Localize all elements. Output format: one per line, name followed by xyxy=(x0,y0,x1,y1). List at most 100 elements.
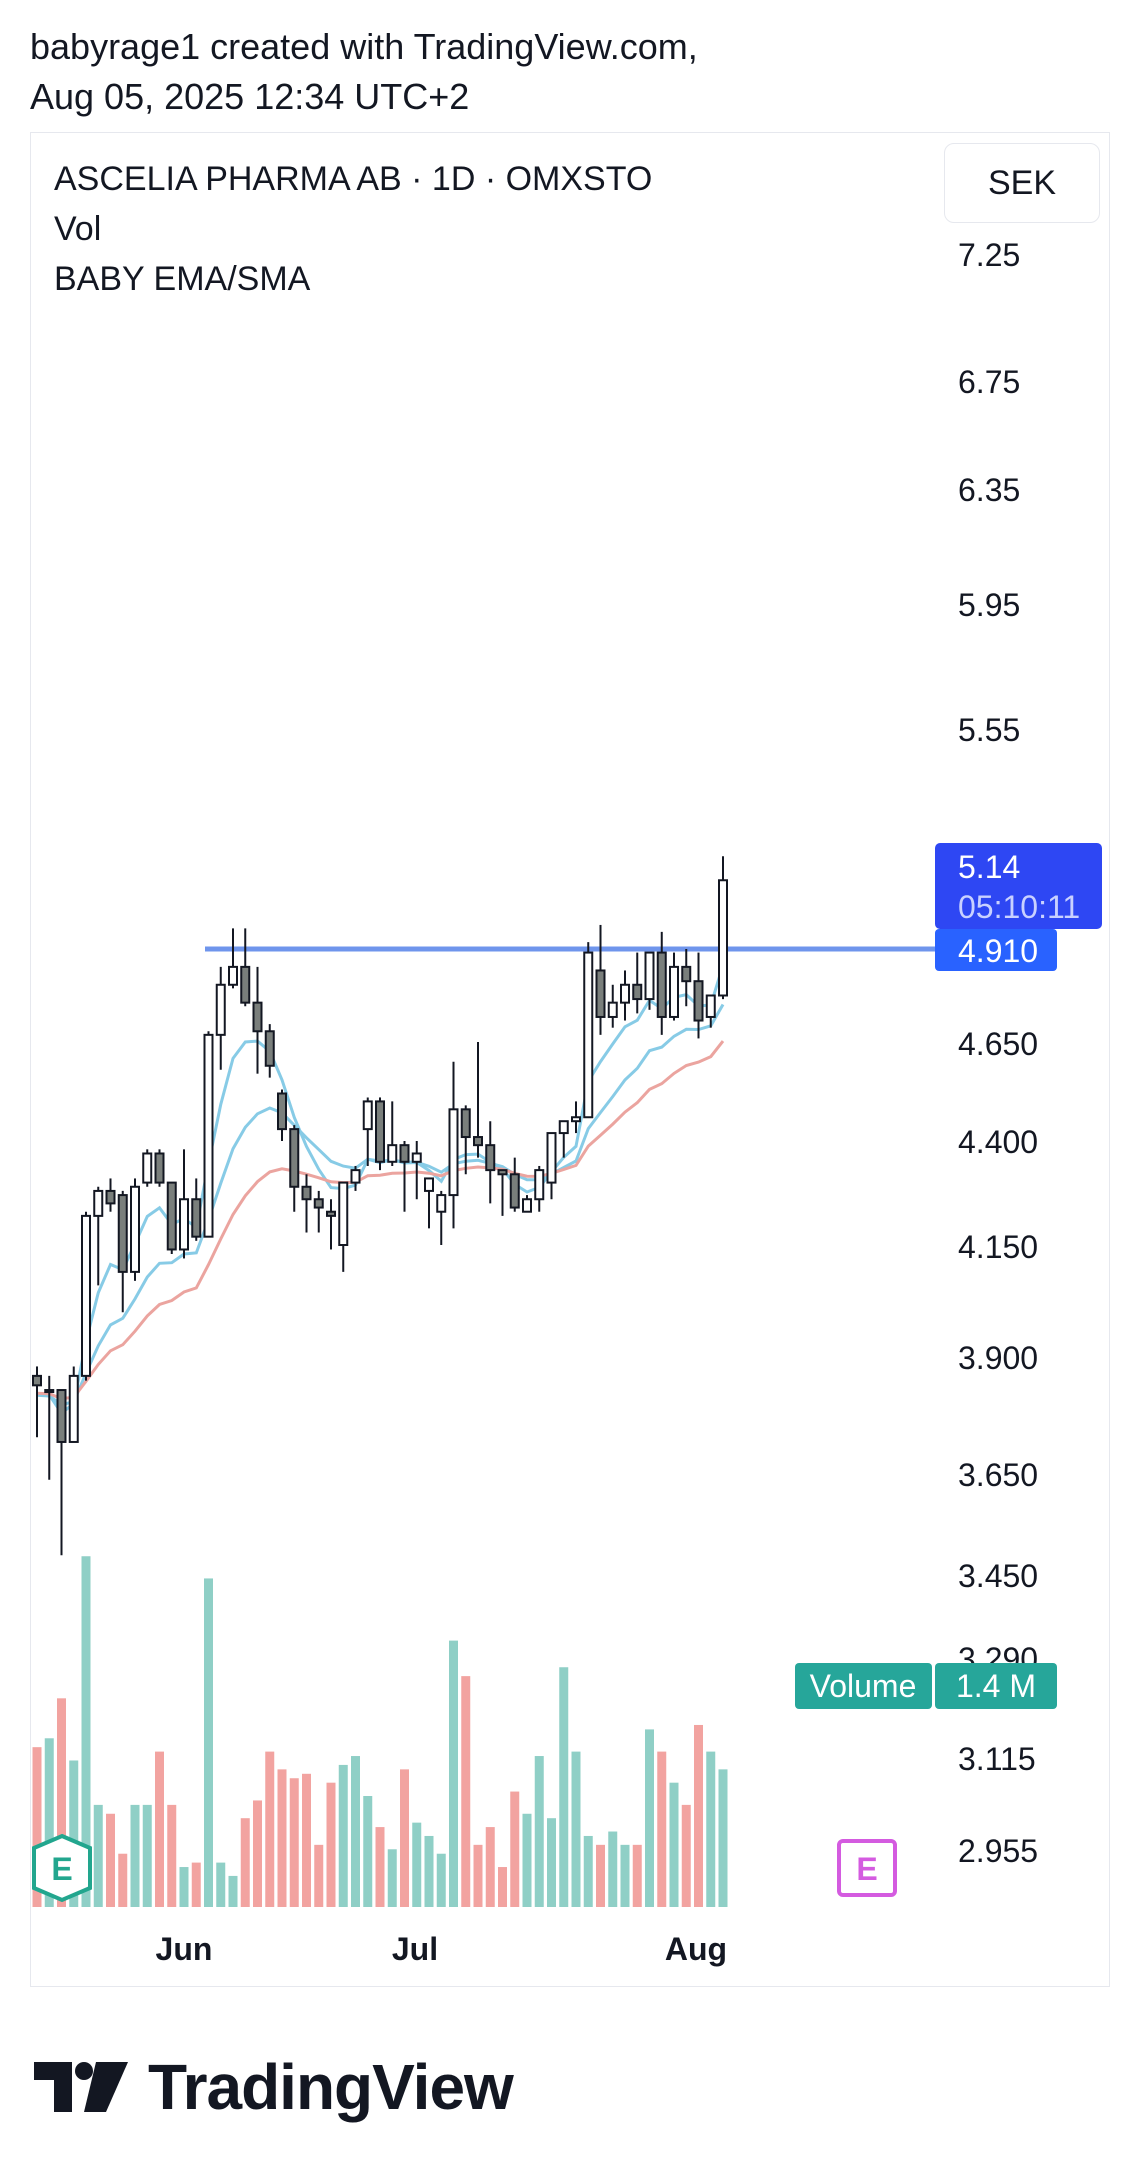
level-price-tag[interactable]: 4.910 xyxy=(935,929,1057,971)
last-price-value: 5.14 xyxy=(958,849,1020,885)
candle-body xyxy=(240,965,251,1004)
chart-panel[interactable] xyxy=(30,132,1110,1987)
tradingview-wordmark: TradingView xyxy=(148,2051,514,2123)
candle-body xyxy=(142,1152,153,1184)
candle-body xyxy=(32,1374,42,1387)
tradingview-logo[interactable]: TradingView xyxy=(34,2050,514,2124)
candle-body xyxy=(350,1169,361,1184)
candle-body xyxy=(252,1001,263,1033)
volume-indicator-label[interactable]: Vol xyxy=(54,210,102,248)
level-price-tag-bg xyxy=(935,929,1057,971)
volume-bar xyxy=(326,1782,336,1907)
volume-bar xyxy=(498,1867,507,1907)
y-tick-label: 4.650 xyxy=(958,1026,1038,1062)
chart-legend: ASCELIA PHARMA AB · 1D · OMXSTO Vol BABY… xyxy=(54,154,652,304)
earnings-hex xyxy=(32,1833,92,1903)
y-tick-label: 2.955 xyxy=(958,1833,1038,1869)
volume-bar xyxy=(289,1778,299,1907)
volume-bar xyxy=(657,1751,667,1907)
last-price-tag-bg xyxy=(935,843,1102,929)
volume-bar xyxy=(412,1822,422,1907)
volume-bar xyxy=(81,1556,91,1907)
volume-bar xyxy=(571,1751,581,1907)
volume-value: 1.4 M xyxy=(956,1668,1036,1704)
candle-body xyxy=(130,1185,140,1273)
candle-body xyxy=(656,951,667,1018)
candle-body xyxy=(411,1152,422,1163)
candle-body xyxy=(718,879,728,997)
candle-body xyxy=(301,1185,312,1201)
candle-body xyxy=(436,1194,447,1213)
candle-body xyxy=(558,1120,569,1135)
volume-bar xyxy=(706,1751,716,1907)
volume-bar xyxy=(191,1862,201,1907)
y-tick-label: 3.900 xyxy=(958,1340,1038,1376)
candle-body xyxy=(362,1100,373,1131)
volume-bar xyxy=(179,1867,189,1907)
candle-body xyxy=(105,1189,116,1205)
volume-bar xyxy=(424,1835,434,1907)
volume-bar xyxy=(436,1853,446,1907)
candle-body xyxy=(460,1108,471,1139)
candle-body xyxy=(595,969,606,1018)
y-tick-label: 5.55 xyxy=(958,712,1020,748)
candle-body xyxy=(705,994,716,1018)
volume-bar xyxy=(253,1800,262,1907)
upcoming-earnings-icon[interactable]: E xyxy=(837,1839,897,1897)
x-tick-label: Jul xyxy=(392,1931,438,1967)
candle-body xyxy=(44,1389,55,1394)
volume-bar xyxy=(204,1578,213,1907)
candle-body xyxy=(375,1100,385,1163)
y-tick-label: 3.650 xyxy=(958,1457,1038,1493)
y-tick-label: 4.400 xyxy=(958,1124,1038,1160)
candle-body xyxy=(228,965,238,986)
candle-body xyxy=(338,1181,349,1246)
candle-body xyxy=(81,1214,91,1377)
volume-bar xyxy=(559,1667,569,1907)
currency-button[interactable]: SEK xyxy=(944,143,1100,223)
candle-body xyxy=(387,1144,398,1163)
author-line: babyrage1 created with TradingView.com, xyxy=(30,26,698,67)
candle-body xyxy=(264,1030,275,1067)
candle-body xyxy=(203,1033,214,1238)
upcoming-earnings-letter: E xyxy=(856,1851,877,1887)
candle-body xyxy=(117,1194,128,1273)
volume-bar xyxy=(510,1791,520,1907)
candle-body xyxy=(289,1128,300,1188)
level-price-value: 4.910 xyxy=(958,933,1038,969)
last-price-tag[interactable]: 5.14 05:10:11 xyxy=(935,843,1102,929)
candle-body xyxy=(473,1136,483,1147)
candle-body xyxy=(571,1116,581,1123)
volume-bar xyxy=(375,1827,385,1907)
volume-bars xyxy=(32,1556,728,1907)
volume-bar xyxy=(314,1844,324,1907)
candle-body xyxy=(644,951,655,1001)
volume-value-bg xyxy=(935,1663,1057,1709)
volume-bar xyxy=(363,1796,373,1907)
candle-body xyxy=(424,1177,434,1192)
volume-bar xyxy=(118,1853,128,1907)
volume-bar xyxy=(669,1782,679,1907)
candle-body xyxy=(56,1389,67,1443)
earnings-icon[interactable]: E xyxy=(32,1833,92,1903)
candle-body xyxy=(509,1173,520,1209)
volume-bar xyxy=(265,1751,275,1907)
volume-bar xyxy=(461,1676,471,1907)
ema-sma-indicator-label[interactable]: BABY EMA/SMA xyxy=(54,260,311,298)
y-axis[interactable]: 7.25 6.75 6.35 5.95 5.55 4.650 4.400 4.1… xyxy=(958,237,1038,1869)
chart-header: babyrage1 created with TradingView.com, … xyxy=(30,22,698,122)
volume-bar xyxy=(632,1844,642,1907)
volume-bar xyxy=(534,1756,544,1907)
y-tick-label: 7.25 xyxy=(958,237,1020,273)
symbol-title[interactable]: ASCELIA PHARMA AB · 1D · OMXSTO xyxy=(54,160,653,198)
volume-bar xyxy=(718,1769,728,1907)
x-axis[interactable]: Jun Jul Aug xyxy=(156,1931,728,1967)
candle-body xyxy=(632,983,643,1001)
volume-bar xyxy=(167,1804,177,1907)
candle-body xyxy=(534,1169,545,1201)
x-tick-label: Jun xyxy=(156,1931,213,1967)
volume-tag[interactable]: Volume 1.4 M xyxy=(795,1663,1057,1709)
volume-bar xyxy=(387,1849,397,1907)
candle-body xyxy=(448,1108,459,1197)
